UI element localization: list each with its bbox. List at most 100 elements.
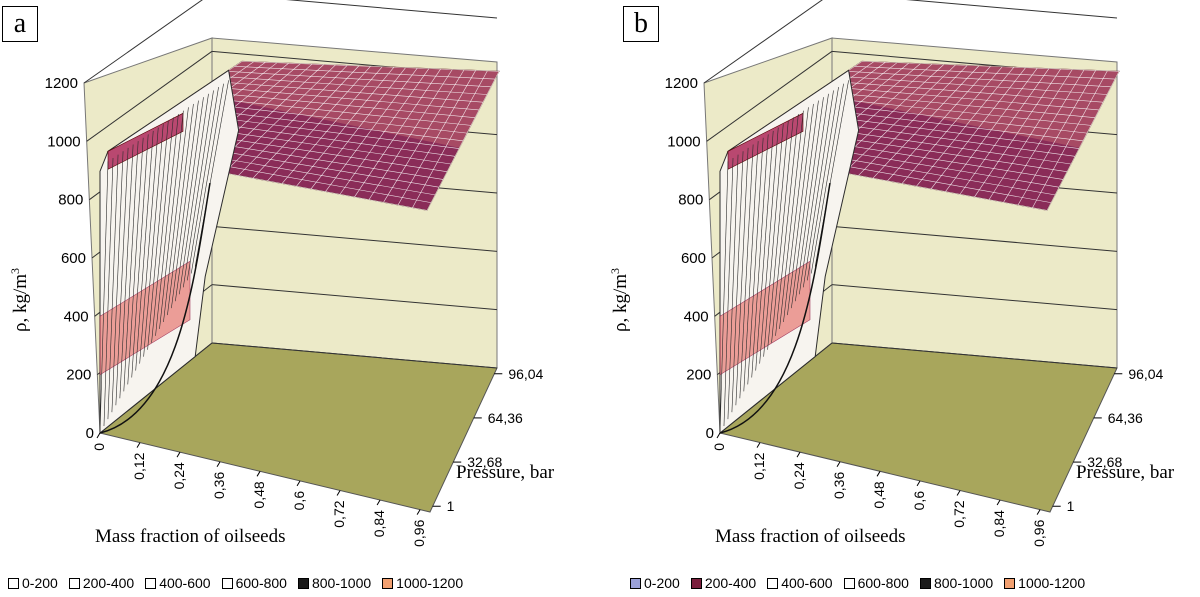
x-axis-label: Mass fraction of oilseeds bbox=[715, 526, 905, 547]
surface-gridline bbox=[219, 76, 488, 95]
legend-item: 800-1000 bbox=[919, 575, 994, 591]
y-tick-label: 1000 bbox=[47, 133, 80, 150]
surface-wire bbox=[791, 100, 819, 309]
surface-wire bbox=[727, 154, 739, 420]
surface-wire bbox=[186, 87, 219, 281]
surface-gridline bbox=[839, 76, 1108, 95]
z-tick-label: 1 bbox=[1067, 498, 1075, 514]
surface-gridline bbox=[847, 71, 1112, 88]
x-tick-label: 0,96 bbox=[1031, 519, 1047, 546]
surface-wire bbox=[739, 144, 754, 399]
surface-wire bbox=[755, 130, 774, 371]
x-tick bbox=[176, 451, 181, 458]
surface-wire bbox=[751, 134, 769, 378]
z-tick-label: 64,36 bbox=[1108, 410, 1143, 426]
surface-wire bbox=[119, 144, 134, 399]
x-axis-label: Mass fraction of oilseeds bbox=[95, 526, 285, 547]
gridline-back bbox=[906, 0, 1118, 19]
surface-gridline bbox=[817, 91, 1096, 118]
surface-wire bbox=[719, 161, 729, 434]
y-axis-label-superscript: 3 bbox=[608, 268, 622, 274]
legend-b: 0-200 200-400 400-600 600-800 800-1000 1000-1… bbox=[630, 572, 1090, 594]
z-tick-label: 64,36 bbox=[488, 410, 523, 426]
legend-a: 0-200 200-400 400-600 600-800 800-1000 1000-1… bbox=[8, 572, 468, 594]
surface-wire bbox=[99, 161, 109, 434]
z-axis-label: Pressure, bar bbox=[456, 462, 555, 483]
gridline-left bbox=[86, 50, 213, 142]
surface-wire bbox=[743, 141, 759, 392]
gridline-back bbox=[831, 342, 1118, 369]
x-tick-label: 0,72 bbox=[331, 500, 347, 527]
x-tick-label: 0,24 bbox=[171, 462, 187, 489]
y-tick-label: 400 bbox=[64, 308, 89, 325]
surface-gridline bbox=[832, 81, 1104, 103]
z-tick-label: 32,68 bbox=[467, 454, 502, 470]
x-tick bbox=[956, 490, 961, 496]
gridline-back bbox=[211, 284, 498, 311]
y-tick-label: 0 bbox=[706, 425, 714, 442]
surface-gridline bbox=[227, 71, 492, 88]
z-axis-label: Pressure, bar bbox=[1076, 462, 1175, 483]
legend-label: 800-1000 bbox=[933, 575, 994, 591]
surface-wire bbox=[175, 97, 204, 302]
surface-gridline bbox=[809, 96, 1092, 126]
gridline-back bbox=[211, 342, 498, 369]
y-axis-label-text: ρ, kg/m bbox=[610, 274, 631, 332]
legend-swatch bbox=[690, 577, 702, 589]
surface-wire bbox=[763, 124, 784, 357]
surface-wire bbox=[151, 117, 174, 343]
surface-wire bbox=[123, 141, 139, 392]
gridline-back bbox=[286, 0, 498, 19]
surface-chart-b: 0 200 400 600 800 1000 1200 0 0,12 0,24 0,36 0,48 0,… bbox=[608, 0, 1175, 547]
surface-wire bbox=[135, 130, 154, 371]
panel-label-a: a bbox=[2, 6, 38, 42]
surface-wire bbox=[759, 127, 779, 364]
surface-gridline bbox=[234, 66, 496, 80]
x-tick-label: 0,12 bbox=[751, 452, 767, 479]
legend-swatch bbox=[8, 577, 19, 589]
surface-wire bbox=[139, 127, 159, 364]
x-tick-label: 0,36 bbox=[211, 472, 227, 499]
y-axis-label-text: ρ, kg/m bbox=[10, 274, 31, 332]
surface-wire bbox=[155, 114, 179, 336]
surface-wire bbox=[810, 83, 844, 274]
y-tick-label: 800 bbox=[58, 192, 83, 209]
surface-gridline bbox=[212, 81, 484, 103]
legend-swatch bbox=[221, 577, 233, 589]
x-tick bbox=[1036, 509, 1041, 515]
x-tick-label: 0,36 bbox=[831, 472, 847, 499]
surface-gridline bbox=[204, 86, 480, 111]
legend-item: 400-600 bbox=[767, 575, 833, 591]
surface-wire bbox=[767, 120, 789, 350]
legend-swatch bbox=[297, 577, 309, 589]
legend-item: 600-800 bbox=[221, 575, 287, 591]
x-tick-label: 0,24 bbox=[791, 462, 807, 489]
legend-item: 1000-1200 bbox=[382, 575, 463, 591]
z-tick-label: 1 bbox=[447, 498, 455, 514]
x-tick bbox=[96, 432, 101, 439]
gridline-left bbox=[83, 0, 203, 84]
x-tick bbox=[996, 499, 1001, 506]
x-tick-label: 0,48 bbox=[251, 481, 267, 508]
x-tick-label: 0,72 bbox=[951, 500, 967, 527]
legend-item: 1000-1200 bbox=[1004, 575, 1085, 591]
y-tick-label: 800 bbox=[678, 192, 703, 209]
gridline-back bbox=[831, 284, 1118, 311]
y-tick-label: 200 bbox=[686, 367, 711, 384]
legend-swatch bbox=[1004, 577, 1016, 589]
legend-swatch bbox=[382, 577, 394, 589]
surface-wire bbox=[159, 110, 184, 329]
surface-wire bbox=[787, 103, 814, 316]
x-tick bbox=[756, 442, 761, 448]
legend-label: 0-200 bbox=[644, 575, 680, 591]
x-tick bbox=[216, 461, 221, 467]
surface-wire bbox=[131, 134, 149, 378]
x-tick bbox=[836, 461, 841, 467]
legend-item: 400-600 bbox=[145, 575, 211, 591]
legend-swatch bbox=[630, 577, 641, 589]
surface-wire bbox=[806, 87, 839, 281]
surface-chart-a: 0 200 400 600 800 1000 1200 0 0,12 0,24 0,36 0,48 0,… bbox=[8, 0, 555, 547]
surface-wire bbox=[143, 124, 164, 357]
surface-gridline bbox=[197, 91, 476, 118]
x-tick-label: 0,96 bbox=[411, 519, 427, 546]
